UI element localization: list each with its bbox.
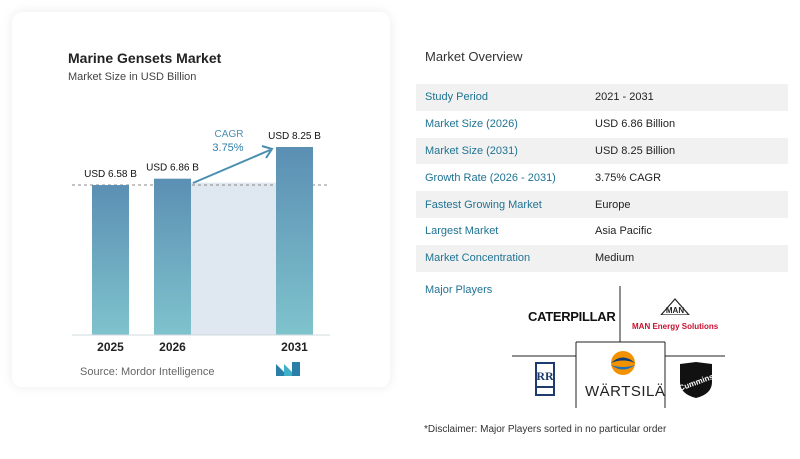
overview-row-value: USD 8.25 Billion	[595, 144, 676, 157]
overview-row: Growth Rate (2026 - 2031) 3.75% CAGR	[416, 164, 788, 191]
overview-row-key: Fastest Growing Market	[425, 198, 542, 211]
overview-row-key: Market Size (2026)	[425, 118, 518, 131]
overview-row-value: Europe	[595, 198, 631, 211]
overview-row: Market Concentration Medium	[416, 244, 788, 272]
bar-2025	[92, 185, 129, 335]
cagr-label: CAGR	[215, 129, 244, 140]
overview-row: Fastest Growing Market Europe	[416, 191, 788, 218]
overview-row-value: 3.75% CAGR	[595, 171, 662, 184]
cagr-value: 3.75%	[212, 142, 243, 154]
wartsila-text: WÄRTSILÄ	[585, 383, 666, 400]
overview-row-value: USD 6.86 Billion	[595, 118, 676, 131]
x-tick-label: 2025	[97, 340, 124, 354]
overview-row-key: Market Concentration	[425, 252, 531, 265]
caterpillar-logo: CATERPILLAR	[528, 309, 616, 324]
man-top-text: MAN	[666, 306, 684, 315]
bar-value-label: USD 6.86 B	[146, 163, 199, 174]
bar-value-label: USD 8.25 B	[268, 131, 321, 142]
cagr-arrow-line	[192, 149, 271, 184]
cagr-band	[191, 182, 276, 335]
bar-2031	[276, 147, 313, 335]
wartsila-icon	[611, 351, 635, 375]
cummins-icon: Cummins	[678, 362, 715, 398]
overview-row-key: Study Period	[425, 91, 488, 104]
market-overview-title: Market Overview	[425, 49, 523, 64]
man-energy-text: MAN Energy Solutions	[632, 322, 719, 331]
overview-row-key: Market Size (2031)	[425, 144, 518, 157]
disclaimer-note: *Disclaimer: Major Players sorted in no …	[424, 424, 667, 435]
overview-row: Largest Market Asia Pacific	[416, 218, 788, 245]
cagr-arrow-head-icon	[261, 145, 274, 159]
bar-chart: USD 6.58 B 2025 USD 6.86 B 2026 USD 8.25 B 20…	[72, 129, 330, 354]
overview-row: Study Period 2021 - 2031	[416, 84, 788, 111]
bar-value-label: USD 6.58 B	[84, 169, 137, 180]
chart-subtitle: Market Size in USD Billion	[68, 71, 197, 83]
overview-row-value: 2021 - 2031	[595, 91, 654, 104]
cummins-logo: Cummins	[676, 360, 716, 405]
overview-row-value: Medium	[595, 252, 635, 265]
man-energy-logo: MAN MAN Energy Solutions	[632, 297, 718, 331]
x-tick-label: 2026	[159, 340, 186, 354]
man-icon: MAN	[659, 298, 691, 316]
svg-text:RR: RR	[536, 369, 554, 383]
source-note: Source: Mordor Intelligence	[80, 366, 215, 378]
rolls-royce-icon: RR	[535, 362, 555, 396]
overview-row-key: Largest Market	[425, 225, 499, 238]
major-players-label: Major Players	[425, 284, 493, 296]
overview-row-key: Growth Rate (2026 - 2031)	[425, 171, 556, 184]
wartsila-logo: WÄRTSILÄ	[585, 350, 666, 400]
overview-row: Market Size (2031) USD 8.25 Billion	[416, 137, 788, 165]
x-tick-label: 2031	[281, 340, 308, 354]
rolls-royce-logo: RR	[534, 361, 556, 402]
overview-row-value: Asia Pacific	[595, 225, 652, 238]
mordor-logo-icon	[276, 362, 300, 376]
bar-2026	[154, 178, 191, 335]
chart-title: Marine Gensets Market	[68, 50, 222, 66]
overview-row: Market Size (2026) USD 6.86 Billion	[416, 111, 788, 138]
